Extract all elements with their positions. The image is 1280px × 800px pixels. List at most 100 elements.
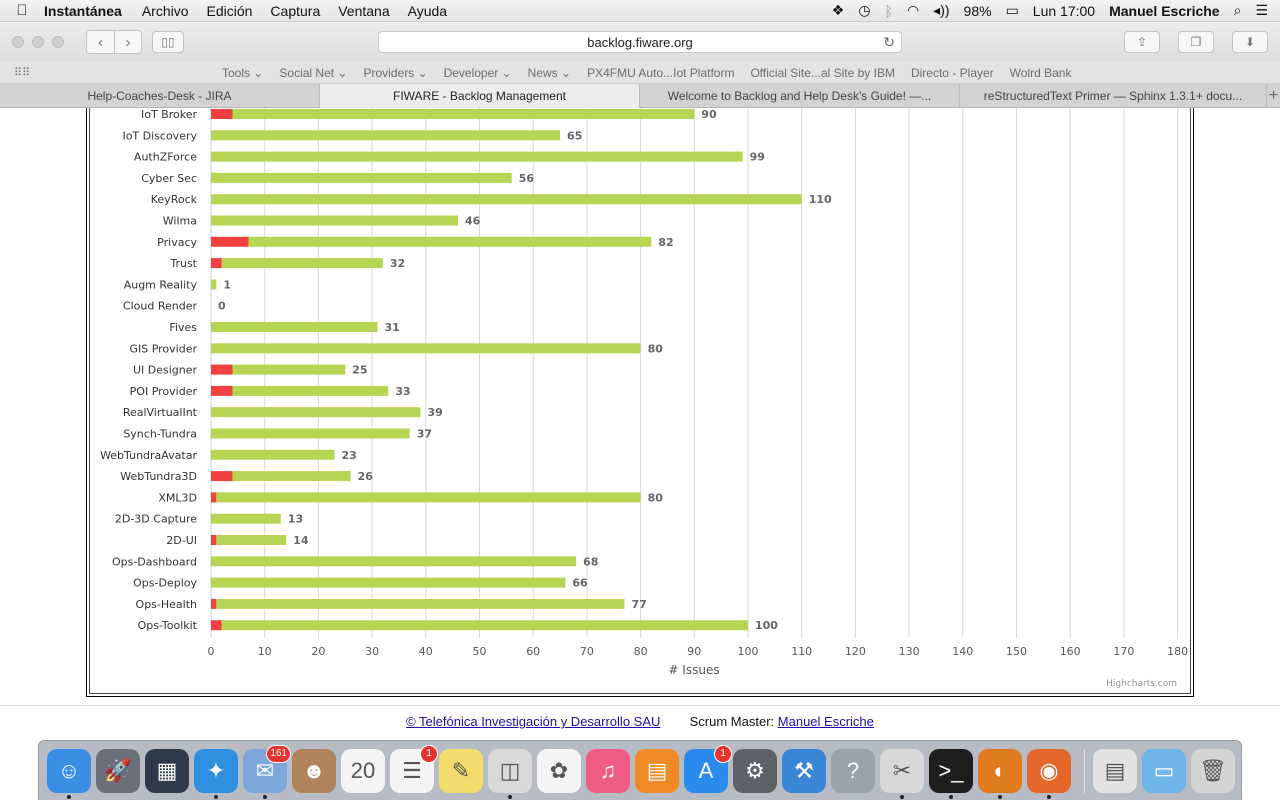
- bar-green-wilma[interactable]: [211, 215, 459, 226]
- forward-button[interactable]: ›: [114, 31, 141, 53]
- help-icon[interactable]: ?: [831, 748, 875, 793]
- address-bar[interactable]: backlog.fiware.org ↻: [378, 31, 902, 53]
- notification-center-icon[interactable]: ☰: [1255, 2, 1268, 18]
- sidebar-toggle-button[interactable]: ▯▯: [152, 31, 184, 53]
- reload-icon[interactable]: ↻: [883, 34, 895, 50]
- reminders-icon[interactable]: ☰ 1: [390, 744, 438, 793]
- bar-green-privacy[interactable]: [248, 236, 652, 247]
- preview-icon[interactable]: ◫: [488, 748, 532, 799]
- contacts-icon[interactable]: ☻: [292, 748, 336, 793]
- app-menu[interactable]: Instantánea: [44, 2, 122, 19]
- bar-red-privacy[interactable]: [211, 236, 249, 247]
- bar-green-poi-provider[interactable]: [232, 385, 389, 396]
- menu-archivo[interactable]: Archivo: [141, 2, 189, 19]
- bookmark-providers[interactable]: Providers ⌄: [363, 65, 428, 80]
- bar-red-ops-toolkit[interactable]: [211, 620, 222, 631]
- tab-help-coaches-desk[interactable]: Help-Coaches-Desk - JIRA: [0, 84, 320, 108]
- bar-green-realvirtualint[interactable]: [211, 407, 421, 418]
- downloads-folder-icon[interactable]: ▭: [1142, 748, 1186, 793]
- xcode-icon[interactable]: ⚒: [782, 748, 826, 793]
- mission-control-icon[interactable]: ▦: [145, 748, 189, 793]
- battery-icon[interactable]: ▭: [1005, 2, 1019, 18]
- bar-green-ops-deploy[interactable]: [211, 577, 566, 588]
- bar-red-poi-provider[interactable]: [211, 385, 233, 396]
- bookmark-px4fmu[interactable]: PX4FMU Auto...Iot Platform: [587, 65, 735, 80]
- firefox-icon[interactable]: ◉: [1027, 748, 1071, 799]
- bookmark-world-bank[interactable]: Wolrd Bank: [1009, 65, 1072, 80]
- zoom-window-button[interactable]: [52, 36, 64, 48]
- downloads-button[interactable]: ⬇: [1232, 31, 1268, 53]
- menu-ayuda[interactable]: Ayuda: [407, 2, 448, 19]
- bar-green-authzforce[interactable]: [211, 151, 743, 162]
- bar-red-ops-health[interactable]: [211, 598, 217, 609]
- bar-red-iot-broker[interactable]: [211, 109, 233, 119]
- screenshot-icon[interactable]: ✂: [880, 748, 924, 799]
- menu-captura[interactable]: Captura: [270, 2, 321, 19]
- finder-icon[interactable]: ☺: [47, 748, 91, 799]
- bar-red-2d-ui[interactable]: [211, 535, 217, 545]
- bar-green-synch-tundra[interactable]: [211, 428, 410, 439]
- tab-restructuredtext-primer[interactable]: reStructuredText Primer — Sphinx 1.3.1+ …: [960, 84, 1267, 108]
- minimize-window-button[interactable]: [32, 36, 44, 48]
- bar-green-ops-health[interactable]: [216, 598, 625, 609]
- time-machine-icon[interactable]: ◷: [858, 2, 871, 18]
- system-preferences-icon[interactable]: ⚙: [733, 748, 777, 793]
- menu-ventana[interactable]: Ventana: [338, 2, 390, 19]
- bookmark-social-net[interactable]: Social Net ⌄: [279, 65, 348, 80]
- bar-red-ui-designer[interactable]: [211, 364, 233, 375]
- bar-green-keyrock[interactable]: [211, 194, 802, 205]
- bar-green-fives[interactable]: [211, 322, 378, 332]
- share-button[interactable]: ⇪: [1124, 31, 1160, 53]
- tab-fiware-backlog[interactable]: FIWARE - Backlog Management: [320, 84, 640, 108]
- bookmark-developer[interactable]: Developer ⌄: [443, 65, 512, 80]
- bar-green-iot-broker[interactable]: [232, 109, 695, 119]
- documents-folder-icon[interactable]: ▤: [1093, 748, 1137, 793]
- bar-green-iot-discovery[interactable]: [211, 130, 561, 141]
- bar-green-ops-dashboard[interactable]: [211, 556, 577, 567]
- top-sites-icon[interactable]: ⠿⠿: [14, 67, 31, 79]
- notes-icon[interactable]: ✎: [439, 748, 483, 793]
- bar-red-trust[interactable]: [211, 258, 222, 269]
- clock[interactable]: Lun 17:00: [1032, 2, 1096, 19]
- user-menu[interactable]: Manuel Escriche: [1109, 2, 1220, 19]
- mail-icon[interactable]: ✉ 161: [243, 744, 291, 799]
- new-tab-button[interactable]: +: [1268, 86, 1279, 104]
- close-window-button[interactable]: [12, 36, 24, 48]
- bar-green-ops-toolkit[interactable]: [221, 620, 749, 631]
- show-tabs-button[interactable]: ❐: [1178, 31, 1214, 53]
- bookmark-news[interactable]: News ⌄: [527, 65, 572, 80]
- apple-icon[interactable]: : [0, 2, 44, 19]
- bookmark-tools[interactable]: Tools ⌄: [222, 65, 264, 80]
- wifi-icon[interactable]: ◠: [906, 2, 920, 18]
- calendar-icon[interactable]: 20: [341, 748, 385, 793]
- bar-green-2d-ui[interactable]: [216, 535, 287, 545]
- bar-green-gis-provider[interactable]: [211, 343, 641, 354]
- safari-icon[interactable]: ✦: [194, 748, 238, 799]
- bar-green-2d-3d-capture[interactable]: [211, 513, 281, 524]
- photos-icon[interactable]: ✿: [537, 748, 581, 793]
- ibooks-icon[interactable]: ▤: [635, 748, 679, 793]
- scrum-master-link[interactable]: Manuel Escriche: [777, 714, 874, 729]
- itunes-icon[interactable]: ♫: [586, 748, 630, 793]
- launchpad-icon[interactable]: 🚀: [96, 748, 140, 793]
- menu-edicion[interactable]: Edición: [206, 2, 253, 19]
- bar-green-xml3d[interactable]: [216, 492, 641, 503]
- back-button[interactable]: ‹: [98, 33, 103, 51]
- volume-icon[interactable]: ◂)): [933, 2, 950, 18]
- bar-green-augm-reality[interactable]: [211, 279, 217, 290]
- bar-green-webtundraavatar[interactable]: [211, 449, 335, 460]
- bluetooth-icon[interactable]: ᛒ: [884, 2, 893, 19]
- company-link[interactable]: © Telefónica Investigación y Desarrollo …: [406, 714, 661, 729]
- trash-icon[interactable]: 🗑: [1191, 748, 1235, 793]
- eclipse-icon[interactable]: ◐: [978, 748, 1022, 799]
- highcharts-credits[interactable]: Highcharts.com: [1106, 679, 1177, 689]
- bookmark-ibm[interactable]: Official Site...al Site by IBM: [750, 65, 895, 80]
- bar-red-xml3d[interactable]: [211, 492, 217, 503]
- dropbox-icon[interactable]: ❖: [831, 2, 845, 18]
- tab-backlog-guide[interactable]: Welcome to Backlog and Help Desk's Guide…: [640, 84, 960, 108]
- bar-red-webtundra3d[interactable]: [211, 471, 233, 482]
- bar-green-webtundra3d[interactable]: [232, 471, 351, 482]
- bookmark-directo-player[interactable]: Directo - Player: [910, 65, 994, 80]
- bar-green-ui-designer[interactable]: [232, 364, 346, 375]
